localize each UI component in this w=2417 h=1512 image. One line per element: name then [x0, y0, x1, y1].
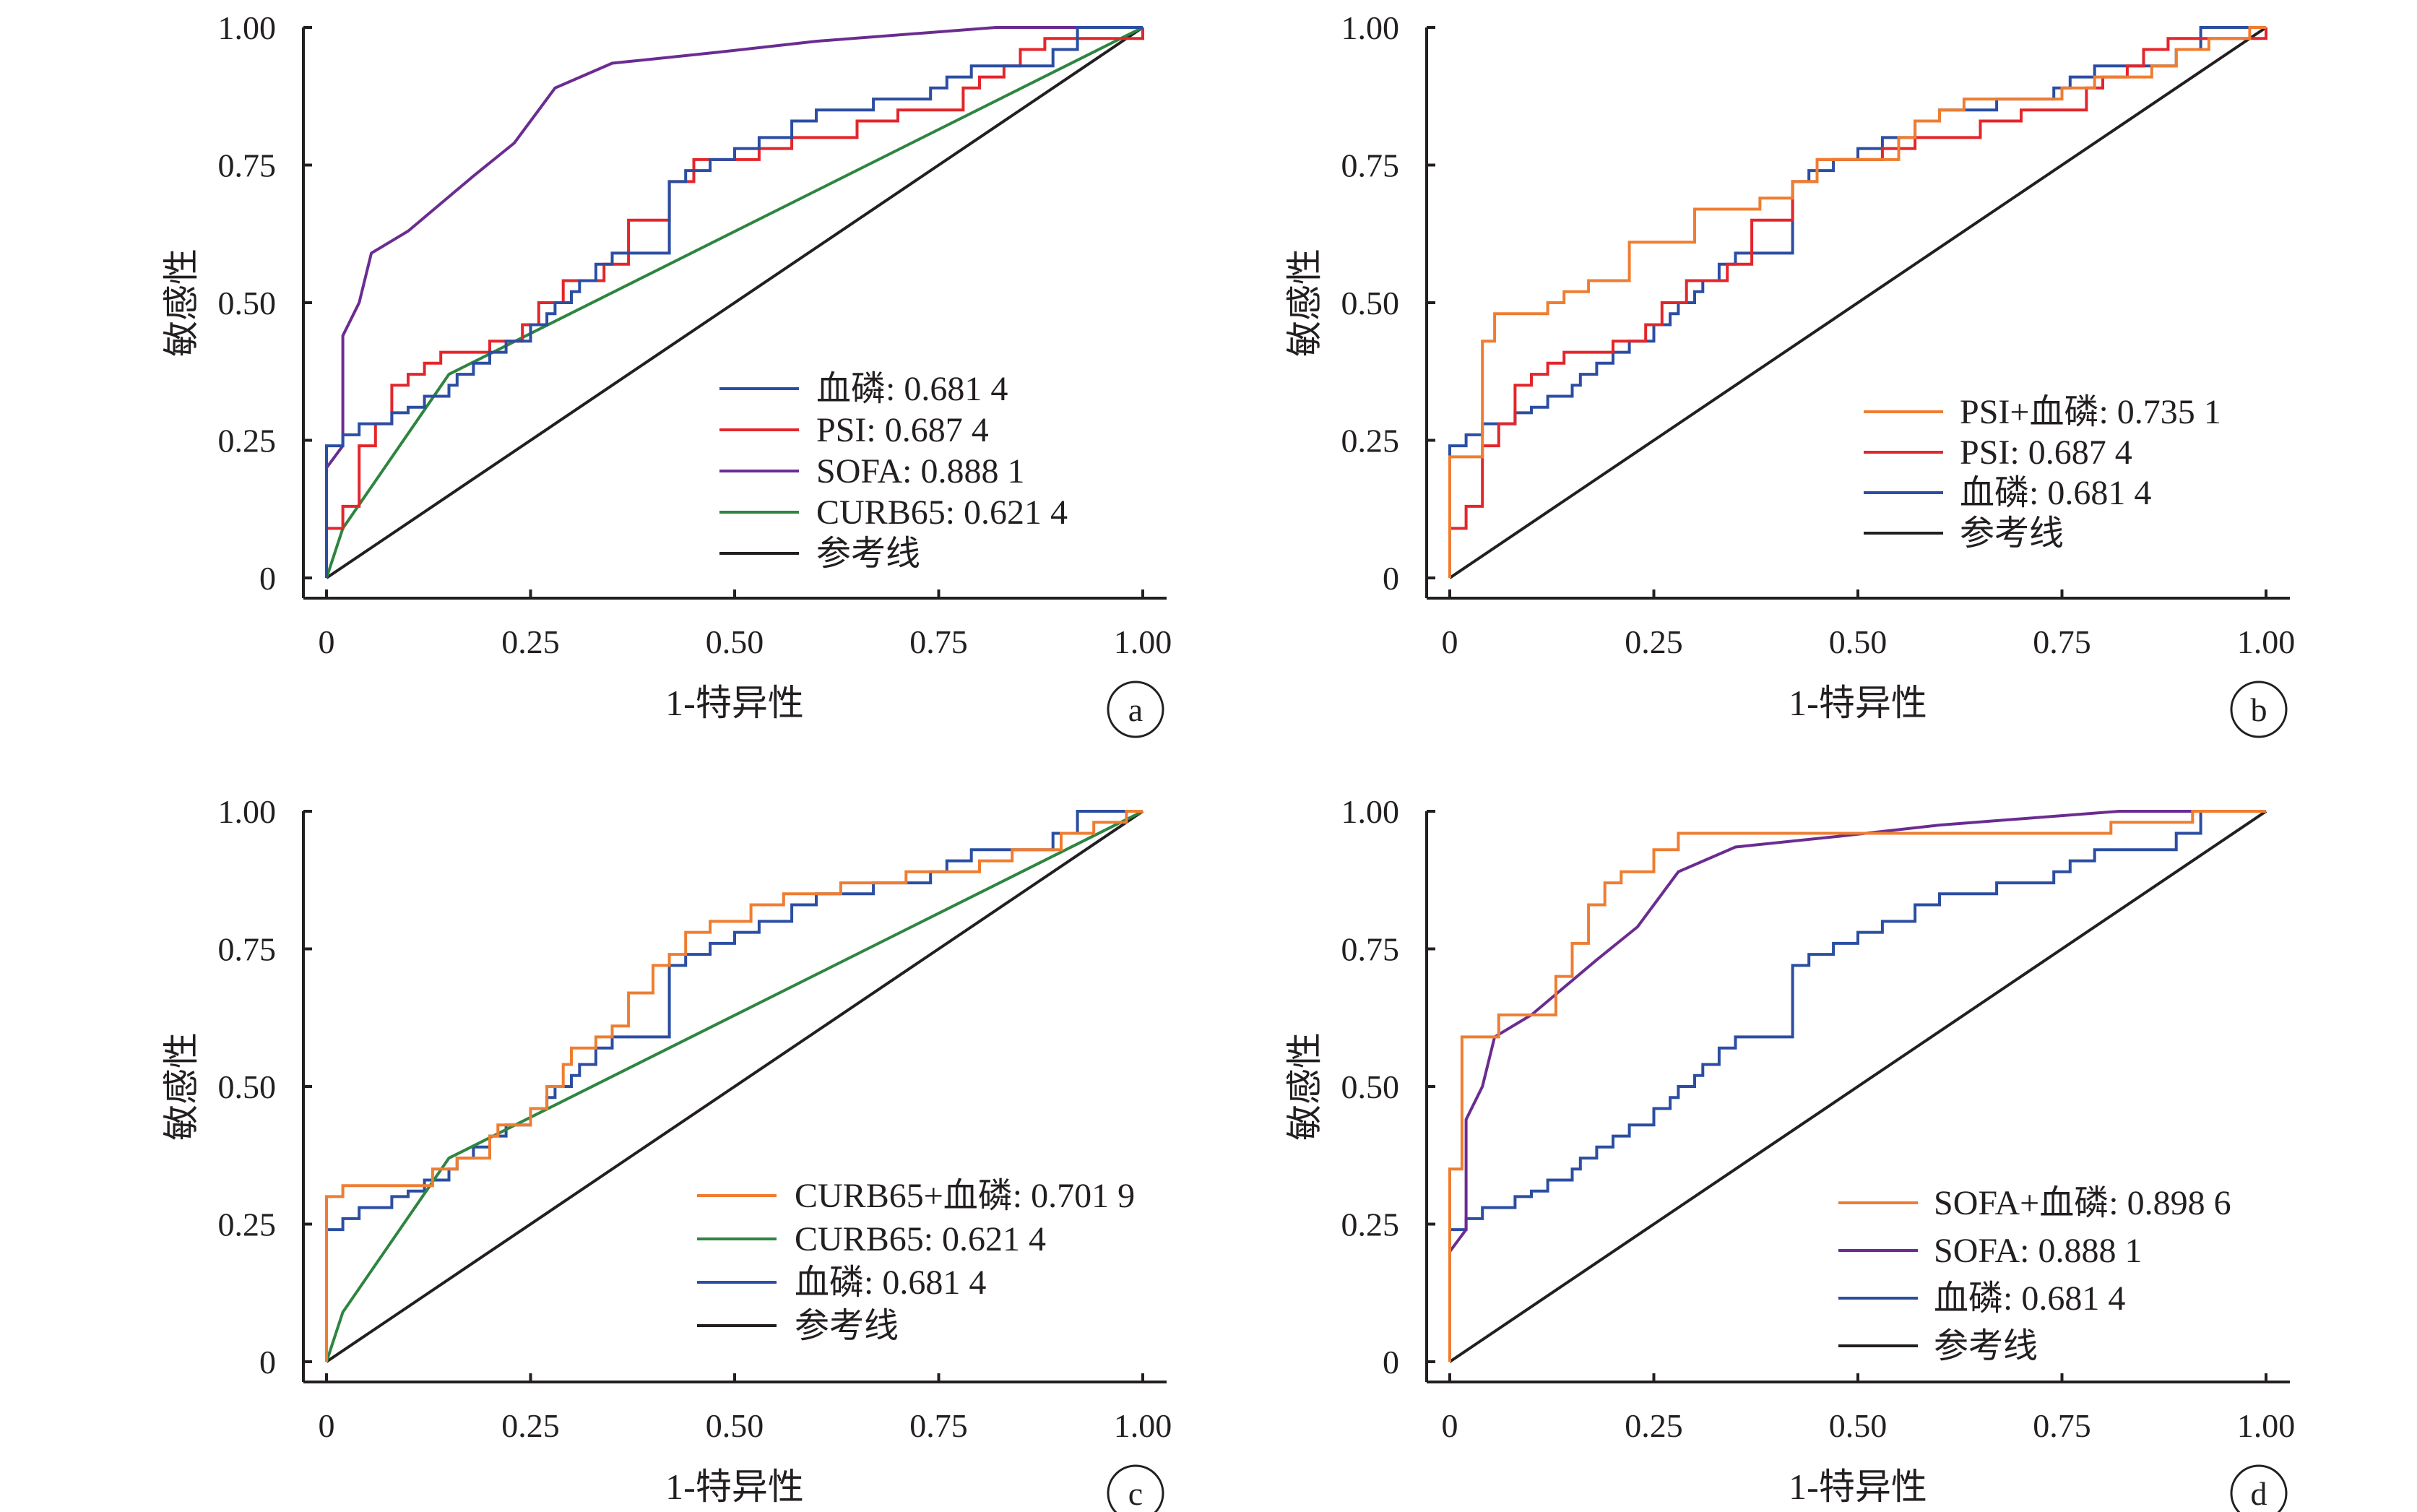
- x-tick-label: 0.50: [1829, 623, 1888, 660]
- x-tick-label: 0.50: [1829, 1407, 1888, 1444]
- y-axis-label: 敏感性: [1284, 1032, 1325, 1141]
- x-tick-label: 0.75: [2033, 1407, 2091, 1444]
- x-tick-label: 0: [1442, 1407, 1458, 1444]
- series-line-3: [325, 26, 1143, 579]
- y-tick-label: 1.00: [1341, 9, 1400, 46]
- y-tick-label: 1.00: [218, 793, 277, 830]
- x-tick-label: 0.50: [706, 1407, 764, 1444]
- x-tick-label: 0.25: [1625, 1407, 1683, 1444]
- x-tick-label: 0: [1442, 623, 1458, 660]
- series-line-1: [1448, 27, 2267, 578]
- y-tick-label: 1.00: [218, 9, 277, 46]
- legend-label: 参考线: [816, 535, 920, 573]
- y-tick-label: 0.50: [1341, 1068, 1400, 1105]
- x-tick-label: 0.75: [2033, 623, 2091, 660]
- x-tick-label: 0: [319, 1407, 335, 1444]
- y-tick-label: 0: [1383, 1344, 1399, 1381]
- y-tick-label: 0.50: [218, 1068, 277, 1105]
- y-axis-label: 敏感性: [1284, 249, 1325, 357]
- panel-a: 0 0.25 0.50 0.75 1.00 0 0.25 0.50 0.75 1.00 1-特异性 敏…: [161, 9, 1172, 738]
- legend-label: PSI: 0.687 4: [816, 411, 989, 449]
- series-line-0: [325, 810, 1143, 1362]
- x-tick-label: 0.25: [501, 623, 560, 660]
- x-tick-label: 0.25: [501, 1407, 560, 1444]
- y-tick-label: 0.75: [218, 147, 277, 184]
- x-tick-label: 1.00: [2237, 623, 2296, 660]
- y-tick-label: 0.25: [218, 1206, 277, 1243]
- series-line-4: [325, 26, 1144, 579]
- x-tick-label: 1.00: [2237, 1407, 2296, 1444]
- x-tick-label: 1.00: [1114, 623, 1172, 660]
- x-tick-label: 1.00: [1114, 1407, 1172, 1444]
- x-axis-label: 1-特异性: [665, 683, 804, 723]
- y-tick-label: 0.25: [218, 423, 277, 459]
- panel-b: 0 0.25 0.50 0.75 1.00 0 0.25 0.50 0.75 1.00 1-特异性 敏…: [1284, 9, 2296, 738]
- panel-label: b: [2251, 691, 2267, 728]
- x-tick-label: 0.25: [1625, 623, 1683, 660]
- panel-badge-circle: [2230, 681, 2288, 738]
- x-axis-label: 1-特异性: [665, 1466, 804, 1507]
- y-axis-label: 敏感性: [161, 1032, 202, 1141]
- series-line-3: [1448, 26, 2267, 579]
- panel-d: 0 0.25 0.50 0.75 1.00 0 0.25 0.50 0.75 1.00 1-特异性 敏…: [1284, 793, 2295, 1512]
- legend-label: CURB65: 0.621 4: [795, 1220, 1046, 1258]
- legend-label: 参考线: [1934, 1327, 2038, 1365]
- series-line-0: [325, 26, 1143, 578]
- x-tick-label: 0.75: [909, 623, 968, 660]
- x-axis-label: 1-特异性: [1789, 1466, 1927, 1507]
- y-tick-label: 1.00: [1341, 793, 1400, 830]
- panel-badge-circle: [1107, 1464, 1164, 1512]
- y-tick-label: 0.50: [218, 285, 277, 321]
- series-line-1: [325, 810, 1143, 1362]
- legend-label: 血磷: 0.681 4: [795, 1263, 986, 1302]
- panel-label: d: [2251, 1475, 2267, 1512]
- legend-label: CURB65+血磷: 0.701 9: [795, 1177, 1135, 1215]
- series-line-1: [1448, 810, 2266, 1362]
- series-line-0: [1448, 810, 2266, 1362]
- panel-label: c: [1128, 1475, 1143, 1512]
- y-tick-label: 0.75: [218, 931, 277, 968]
- panel-c: 0 0.25 0.50 0.75 1.00 0 0.25 0.50 0.75 1.00 1-特异性 敏…: [161, 793, 1172, 1512]
- series-line-2: [325, 810, 1143, 1362]
- panel-badge-circle: [2230, 1464, 2288, 1512]
- legend-label: SOFA: 0.888 1: [816, 452, 1025, 491]
- legend-label: 血磷: 0.681 4: [1934, 1279, 2125, 1318]
- series-line-3: [1448, 810, 2267, 1363]
- y-tick-label: 0.50: [1341, 285, 1400, 321]
- legend-label: CURB65: 0.621 4: [816, 493, 1068, 532]
- legend-label: 血磷: 0.681 4: [1960, 474, 2151, 512]
- x-tick-label: 0.50: [706, 623, 764, 660]
- panel-label: a: [1128, 691, 1143, 728]
- y-tick-label: 0.75: [1341, 147, 1400, 184]
- y-tick-label: 0.25: [1341, 1206, 1400, 1243]
- y-tick-label: 0: [259, 1344, 276, 1381]
- series-line-2: [1448, 810, 2266, 1362]
- x-tick-label: 0: [319, 623, 335, 660]
- y-axis-label: 敏感性: [161, 249, 202, 357]
- series-line-1: [325, 27, 1144, 578]
- legend-label: 血磷: 0.681 4: [816, 370, 1008, 408]
- legend-label: PSI: 0.687 4: [1960, 433, 2132, 472]
- legend-label: 参考线: [1960, 514, 2064, 553]
- y-tick-label: 0: [1383, 560, 1399, 597]
- y-tick-label: 0.75: [1341, 931, 1400, 968]
- series-line-0: [1448, 26, 2266, 578]
- series-line-2: [325, 26, 1143, 578]
- y-tick-label: 0.25: [1341, 423, 1400, 459]
- y-tick-label: 0: [259, 560, 276, 597]
- legend-label: SOFA+血磷: 0.898 6: [1934, 1184, 2231, 1222]
- legend-label: SOFA: 0.888 1: [1934, 1232, 2143, 1270]
- x-tick-label: 0.75: [909, 1407, 968, 1444]
- panel-badge-circle: [1107, 681, 1164, 738]
- legend-label: 参考线: [795, 1307, 899, 1345]
- legend-label: PSI+血磷: 0.735 1: [1960, 393, 2221, 431]
- x-axis-label: 1-特异性: [1789, 683, 1927, 723]
- series-line-3: [325, 810, 1144, 1363]
